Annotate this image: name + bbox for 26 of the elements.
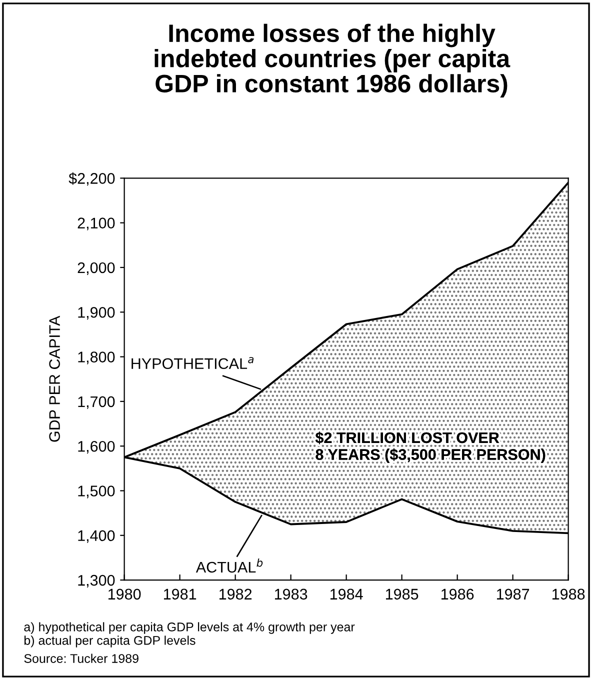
x-tick-label: 1982	[219, 588, 252, 600]
text: ACTUAL$^{b}$	[196, 558, 263, 573]
y-tick-label: 2,000	[78, 262, 115, 275]
x-tick-label: 1986	[441, 588, 474, 600]
y-tick-label: 1,900	[78, 306, 115, 320]
x-tick-label: 1984	[330, 588, 363, 600]
x-tick-label: 1985	[386, 588, 418, 600]
y-tick-label: 1,400	[78, 530, 115, 543]
x-tick-label: 1983	[274, 588, 308, 600]
y-axis-title: GDP PER CAPITA	[49, 316, 60, 442]
y-tick-label: 1,800	[78, 352, 115, 364]
annotation: $2 TRILLION LOST OVER 8 YEARS ($3,500 PER PERSON)	[315, 432, 546, 463]
x-tick-label: 1980	[108, 588, 141, 600]
text: a) hypothetical per capita GDP levels at 4% growth per year b) actual per capita GDP levels	[24, 622, 355, 648]
y-tick-label: 2,100	[78, 218, 115, 230]
x-tick-label: 1988	[552, 588, 585, 600]
x-tick-label: 1987	[496, 588, 530, 600]
chart-title: Income losses of the highly indebted countries (per capita GDP in constant 1986 dollars)	[154, 24, 510, 98]
series-label: HYPOTHETICAL$^{a}$	[132, 357, 254, 370]
x-tick-label: 1981	[164, 588, 196, 600]
y-tick-label: 1,300	[78, 574, 115, 588]
y-tick-label: 1,600	[78, 440, 115, 454]
y-tick-label: 1,500	[78, 486, 115, 498]
y-tick-label: $2,200	[68, 172, 115, 186]
source-note: Source: Tucker 1989	[24, 654, 138, 663]
y-tick-label: 1,700	[78, 396, 115, 409]
